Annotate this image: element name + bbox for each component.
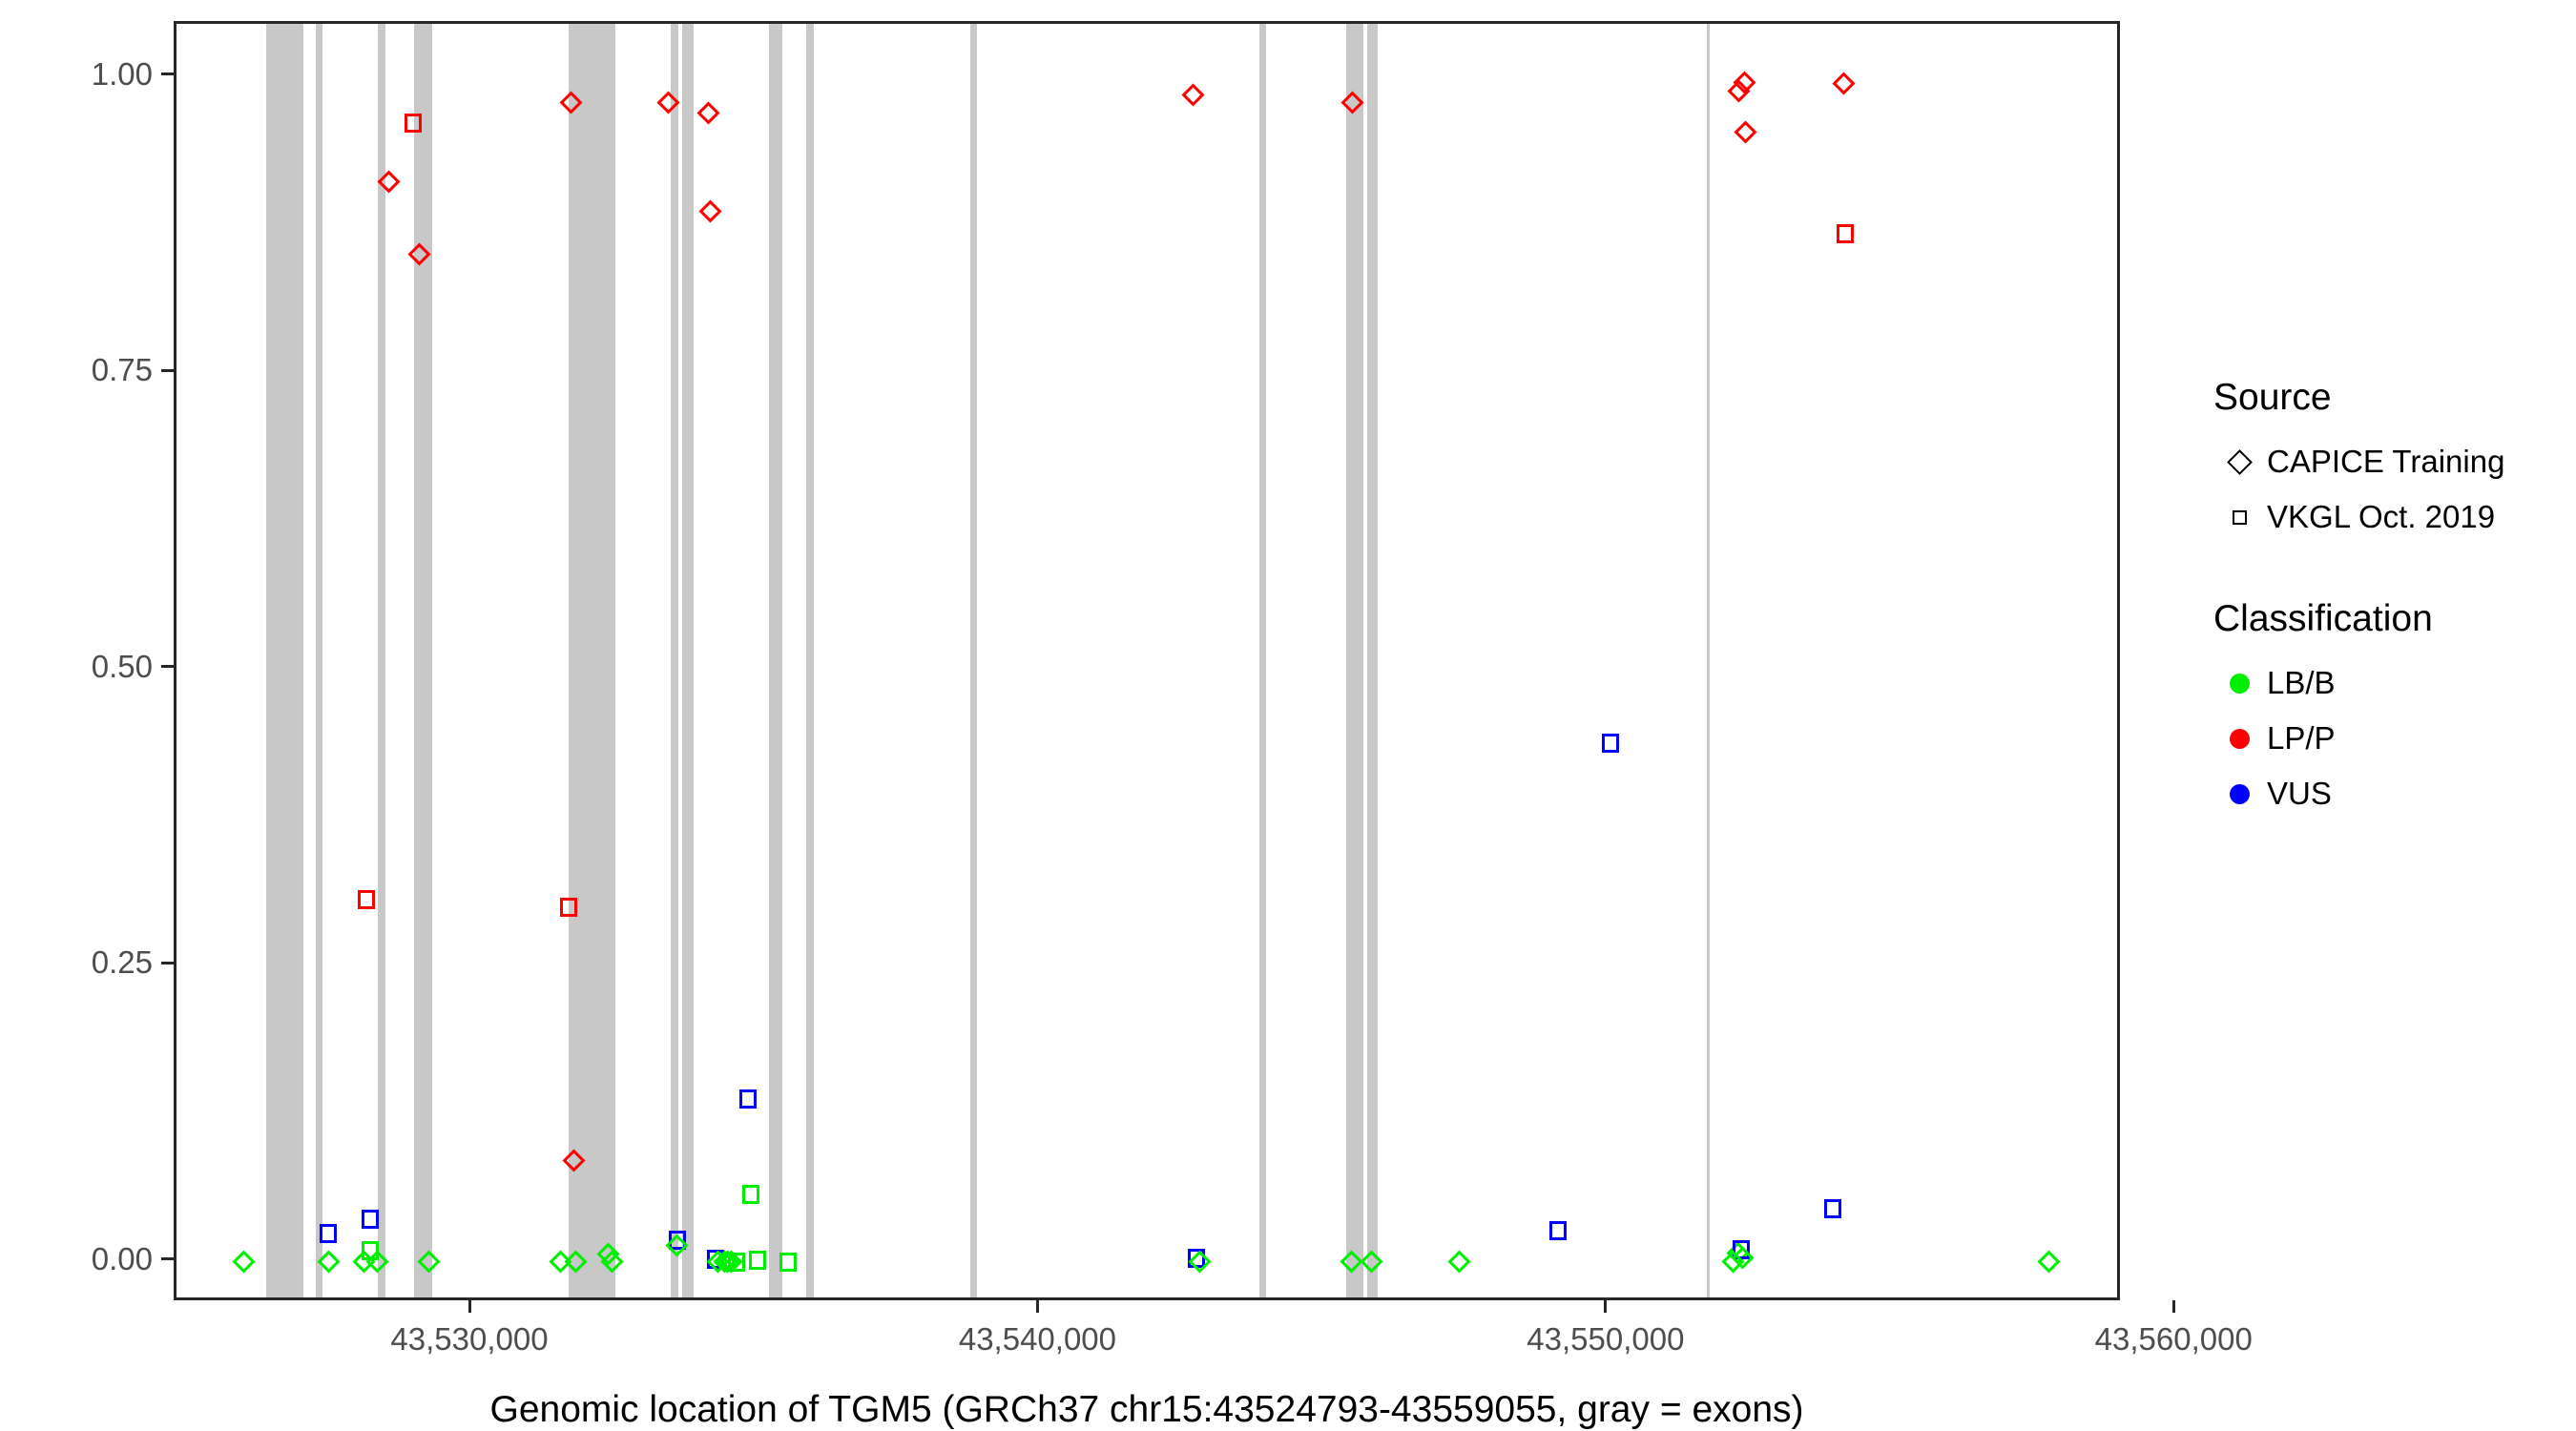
legend-label: LB/B — [2267, 665, 2336, 700]
data-point — [1360, 1250, 1384, 1275]
exon-band — [1258, 24, 1267, 1297]
exon-band — [569, 24, 616, 1297]
data-point — [231, 1250, 256, 1275]
data-point — [667, 1230, 688, 1251]
data-point — [740, 1184, 761, 1205]
exon-band — [266, 24, 304, 1297]
data-point — [562, 1149, 587, 1173]
legend-item-vkgl-oct-2019[interactable]: VKGL Oct. 2019 — [2212, 489, 2555, 545]
data-point — [778, 1252, 799, 1273]
y-tick-mark — [161, 961, 174, 964]
data-point — [356, 889, 377, 910]
data-point — [1187, 1250, 1212, 1275]
y-tick-mark — [161, 73, 174, 76]
plot-panel — [174, 21, 2120, 1300]
legend: Source CAPICE Training VKGL Oct. 2019 Cl… — [2212, 377, 2555, 821]
plot-area — [177, 24, 2117, 1297]
exon-band — [806, 24, 814, 1297]
data-point — [1734, 120, 1758, 145]
legend-item-lbb[interactable]: LB/B — [2212, 655, 2555, 711]
diamond-outline-icon — [2212, 448, 2267, 475]
data-point — [655, 91, 680, 115]
data-point — [737, 1089, 758, 1110]
data-point — [559, 91, 584, 115]
x-tick-label: 43,540,000 — [958, 1321, 1117, 1357]
data-point — [360, 1209, 381, 1230]
exon-band — [969, 24, 977, 1297]
data-point — [377, 170, 402, 195]
x-tick-label: 43,550,000 — [1527, 1321, 1685, 1357]
dot-icon — [2212, 728, 2267, 749]
data-point — [1831, 72, 1856, 96]
data-point — [1548, 1220, 1568, 1241]
data-point — [1721, 1250, 1746, 1275]
x-tick-label: 43,560,000 — [2094, 1321, 2253, 1357]
exon-band — [769, 24, 782, 1297]
y-tick-label: 0.00 — [91, 1240, 153, 1276]
data-point — [316, 1250, 341, 1275]
exon-band — [414, 24, 433, 1297]
data-point — [365, 1250, 390, 1275]
data-point — [1340, 91, 1365, 115]
legend-title-source: Source — [2213, 377, 2332, 418]
data-point — [1731, 1239, 1752, 1260]
data-point — [1822, 1198, 1843, 1219]
x-tick-mark — [1604, 1300, 1608, 1313]
data-point — [1181, 82, 1206, 108]
legend-item-capice-training[interactable]: CAPICE Training — [2212, 434, 2555, 489]
exon-band — [1345, 24, 1364, 1297]
legend-item-vus[interactable]: VUS — [2212, 766, 2555, 821]
x-tick-mark — [2171, 1300, 2175, 1313]
exon-band — [1706, 24, 1710, 1297]
legend-label: VUS — [2267, 776, 2332, 811]
data-point — [564, 1250, 589, 1275]
data-point — [664, 1234, 689, 1258]
exon-band — [681, 24, 694, 1297]
legend-label: LP/P — [2267, 720, 2336, 756]
x-tick-mark — [467, 1300, 471, 1313]
data-point — [726, 1252, 747, 1273]
data-point — [1186, 1248, 1207, 1269]
data-point — [696, 101, 721, 126]
data-point — [1600, 733, 1621, 754]
legend-item-lpp[interactable]: LP/P — [2212, 711, 2555, 766]
exon-band — [316, 24, 323, 1297]
y-tick-label: 1.00 — [91, 55, 153, 92]
square-outline-icon — [2212, 509, 2267, 525]
y-tick-mark — [161, 1257, 174, 1261]
legend-label: VKGL Oct. 2019 — [2267, 499, 2496, 534]
data-point — [600, 1250, 625, 1275]
y-tick-label: 0.75 — [91, 352, 153, 388]
data-point — [1733, 71, 1757, 95]
exon-band — [671, 24, 678, 1297]
data-point — [406, 242, 431, 267]
data-point — [698, 199, 723, 224]
data-point — [558, 897, 579, 918]
x-tick-mark — [1035, 1300, 1039, 1313]
data-point — [705, 1249, 726, 1270]
dot-icon — [2212, 673, 2267, 694]
data-point — [2037, 1250, 2062, 1275]
legend-spacer — [2212, 545, 2555, 598]
y-tick-mark — [161, 368, 174, 372]
exon-band — [378, 24, 385, 1297]
legend-title-classification: Classification — [2213, 598, 2433, 639]
data-point — [318, 1223, 339, 1244]
x-axis-title: Genomic location of TGM5 (GRCh37 chr15:4… — [489, 1389, 1804, 1430]
data-point — [1835, 223, 1856, 244]
data-point — [403, 113, 424, 134]
data-point — [747, 1250, 768, 1271]
data-point — [416, 1250, 441, 1275]
data-point — [1447, 1250, 1472, 1275]
legend-label: CAPICE Training — [2267, 444, 2505, 479]
x-tick-label: 43,530,000 — [390, 1321, 549, 1357]
data-point — [360, 1240, 381, 1261]
y-tick-label: 0.25 — [91, 944, 153, 981]
exon-band — [1367, 24, 1378, 1297]
dot-icon — [2212, 783, 2267, 804]
y-tick-mark — [161, 665, 174, 669]
y-tick-label: 0.50 — [91, 648, 153, 684]
